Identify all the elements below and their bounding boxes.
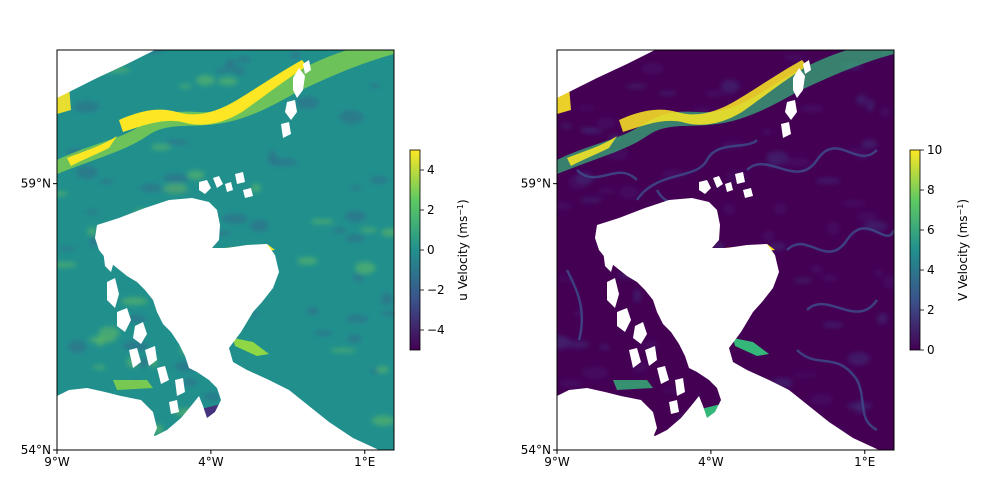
map-frame-u: [56, 49, 395, 451]
map-panel-u: 9°W 4°W 1°E 59°N 54°N: [21, 49, 395, 469]
y-axis-u: 59°N 54°N: [21, 177, 57, 457]
colorbar-tick-label: 0: [427, 243, 435, 257]
colorbar-tick-label: 0: [927, 343, 935, 357]
colorbar-gradient-v: [909, 149, 921, 351]
x-tick-label: 1°E: [354, 455, 375, 469]
colorbar-tick-label: 10: [927, 143, 942, 157]
colorbar-label-v: V Velocity (ms−1): [956, 199, 970, 301]
x-tick-label: 4°W: [198, 455, 224, 469]
y-tick-label: 59°N: [521, 177, 551, 191]
x-tick-label: 9°W: [44, 455, 70, 469]
colorbar-tick-label: 2: [927, 303, 935, 317]
y-axis-v: 59°N 54°N: [521, 177, 557, 457]
x-tick-label: 1°E: [854, 455, 875, 469]
y-tick-label: 54°N: [21, 443, 51, 457]
landmass-v: [557, 50, 894, 450]
colorbar-tick-label: 8: [927, 183, 935, 197]
landmass-u: [57, 50, 394, 450]
y-tick-label: 54°N: [521, 443, 551, 457]
colorbar-tick-label: −4: [427, 323, 445, 337]
x-axis-u: 9°W 4°W 1°E: [44, 450, 375, 469]
colorbar-label-u: u Velocity (ms−1): [456, 199, 470, 300]
x-tick-label: 9°W: [544, 455, 570, 469]
colorbar-tick-label: 4: [427, 163, 435, 177]
x-tick-label: 4°W: [698, 455, 724, 469]
x-axis-v: 9°W 4°W 1°E: [544, 450, 875, 469]
colorbar-v: 10 8 6 4 2 0 V Velocity (ms−1): [909, 143, 970, 357]
colorbar-tick-label: 2: [427, 203, 435, 217]
colorbar-tick-label: −2: [427, 283, 445, 297]
colorbar-u: 4 2 0 −2 −4 u Velocity (ms−1): [409, 149, 470, 351]
colorbar-tick-label: 4: [927, 263, 935, 277]
map-frame-v: [556, 49, 895, 451]
map-panel-v: 9°W 4°W 1°E 59°N 54°N: [521, 49, 895, 469]
y-tick-label: 59°N: [21, 177, 51, 191]
current-features-v: [557, 50, 894, 450]
colorbar-gradient-u: [409, 149, 421, 351]
colorbar-tick-label: 6: [927, 223, 935, 237]
